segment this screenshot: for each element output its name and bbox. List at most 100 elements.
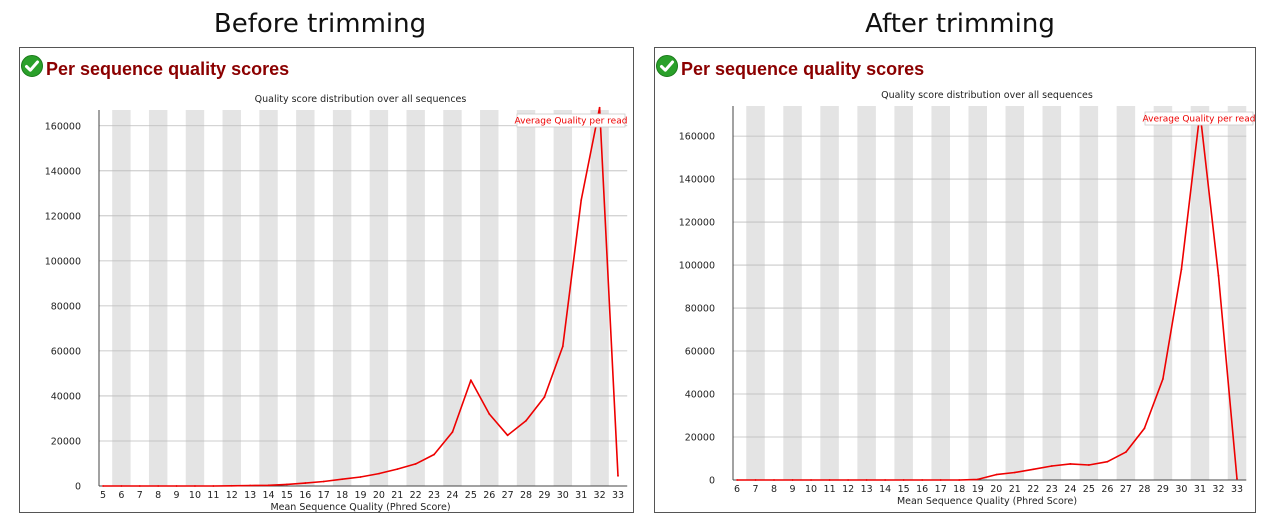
data-point — [1124, 451, 1127, 453]
data-point — [617, 474, 619, 477]
band — [516, 110, 536, 486]
data-point — [958, 479, 961, 481]
x-tick-label: 7 — [137, 490, 143, 501]
x-tick-label: 10 — [805, 484, 817, 495]
x-tick-label: 19 — [354, 490, 366, 501]
band — [222, 110, 241, 486]
y-tick-label: 20000 — [685, 433, 715, 444]
data-point — [138, 485, 141, 487]
x-tick-label: 13 — [861, 484, 873, 495]
panel-after: Per sequence quality scores 0 20000 40000 6… — [654, 47, 1256, 513]
data-point — [1217, 274, 1220, 277]
band — [480, 110, 499, 486]
band — [1227, 106, 1247, 480]
legend-entry: Average Quality per read — [515, 117, 628, 127]
data-point — [359, 476, 362, 478]
x-tick-label: 27 — [502, 490, 514, 501]
y-tick-label: 140000 — [45, 166, 81, 177]
band — [259, 110, 278, 486]
data-point — [791, 479, 794, 481]
data-point — [1013, 471, 1016, 474]
quality-chart-before: 0 20000 40000 60000 80000 100000 120000 140000 1… — [45, 94, 628, 513]
x-tick-label: 21 — [391, 490, 403, 501]
data-point — [580, 199, 583, 201]
panel-title-row: Per sequence quality scores — [20, 52, 289, 80]
y-tick-label: 160000 — [679, 132, 715, 143]
x-tick-label: 22 — [410, 490, 422, 501]
y-tick-label: 60000 — [51, 346, 81, 357]
legend-box — [1144, 111, 1254, 126]
y-tick-label: 120000 — [679, 218, 715, 229]
series-line — [737, 111, 1238, 481]
x-tick-label: 18 — [953, 484, 965, 495]
data-point — [939, 479, 942, 481]
x-tick-label: 12 — [226, 490, 238, 501]
series-line — [103, 106, 619, 487]
x-tick-label: 30 — [1175, 484, 1187, 495]
data-point — [377, 472, 380, 475]
band — [931, 106, 950, 480]
band — [857, 106, 876, 480]
band — [185, 110, 205, 486]
data-point — [598, 106, 601, 109]
data-point — [341, 478, 344, 481]
data-point — [1162, 378, 1164, 380]
band — [553, 110, 573, 486]
band — [443, 110, 462, 486]
x-tick-label: 24 — [1064, 484, 1076, 495]
data-point — [1106, 460, 1109, 463]
band — [746, 106, 765, 480]
data-point — [561, 345, 564, 348]
x-tick-label: 7 — [752, 484, 758, 495]
band — [1079, 106, 1099, 480]
data-point — [1032, 468, 1035, 471]
x-axis-label: Mean Sequence Quality (Phred Score) — [897, 496, 1077, 507]
y-tick-label: 0 — [709, 476, 715, 487]
y-tick-label: 160000 — [45, 121, 81, 132]
x-tick-label: 27 — [1120, 484, 1132, 495]
data-point — [102, 485, 104, 487]
x-tick-label: 9 — [174, 490, 180, 501]
x-tick-label: 14 — [262, 490, 274, 501]
data-point — [773, 479, 775, 481]
x-tick-label: 26 — [483, 490, 495, 501]
x-tick-label: 22 — [1027, 484, 1039, 495]
data-point — [157, 485, 160, 487]
chart-title: Quality score distribution over all sequ… — [255, 94, 467, 105]
x-tick-label: 23 — [1046, 484, 1058, 495]
data-point — [451, 431, 454, 433]
y-tick-label: 40000 — [51, 391, 81, 402]
band — [894, 106, 913, 480]
data-point — [847, 479, 850, 481]
data-point — [902, 479, 905, 481]
data-point — [120, 485, 123, 487]
x-tick-label: 21 — [1009, 484, 1021, 495]
x-tick-label: 23 — [428, 490, 440, 501]
band — [369, 110, 389, 486]
y-tick-label: 0 — [75, 482, 81, 493]
x-tick-label: 32 — [1212, 484, 1224, 495]
x-tick-label: 15 — [281, 490, 293, 501]
x-tick-label: 28 — [520, 490, 532, 501]
x-tick-label: 17 — [935, 484, 947, 495]
x-tick-label: 17 — [318, 490, 330, 501]
data-point — [543, 396, 546, 398]
y-tick-label: 60000 — [685, 347, 715, 358]
data-point — [865, 479, 868, 481]
data-point — [304, 482, 307, 484]
x-tick-label: 13 — [244, 490, 256, 501]
x-tick-label: 33 — [1231, 484, 1243, 495]
data-point — [828, 479, 831, 481]
data-point — [267, 484, 270, 487]
x-tick-label: 6 — [118, 490, 124, 501]
x-axis-label: Mean Sequence Quality (Phred Score) — [270, 502, 450, 513]
band — [332, 110, 352, 486]
x-tick-label: 11 — [207, 490, 219, 501]
data-point — [884, 479, 887, 481]
band — [1005, 106, 1025, 480]
data-point — [1236, 478, 1238, 480]
x-tick-label: 8 — [771, 484, 777, 495]
data-point — [1069, 462, 1072, 465]
band — [112, 110, 131, 486]
data-point — [1180, 268, 1183, 271]
